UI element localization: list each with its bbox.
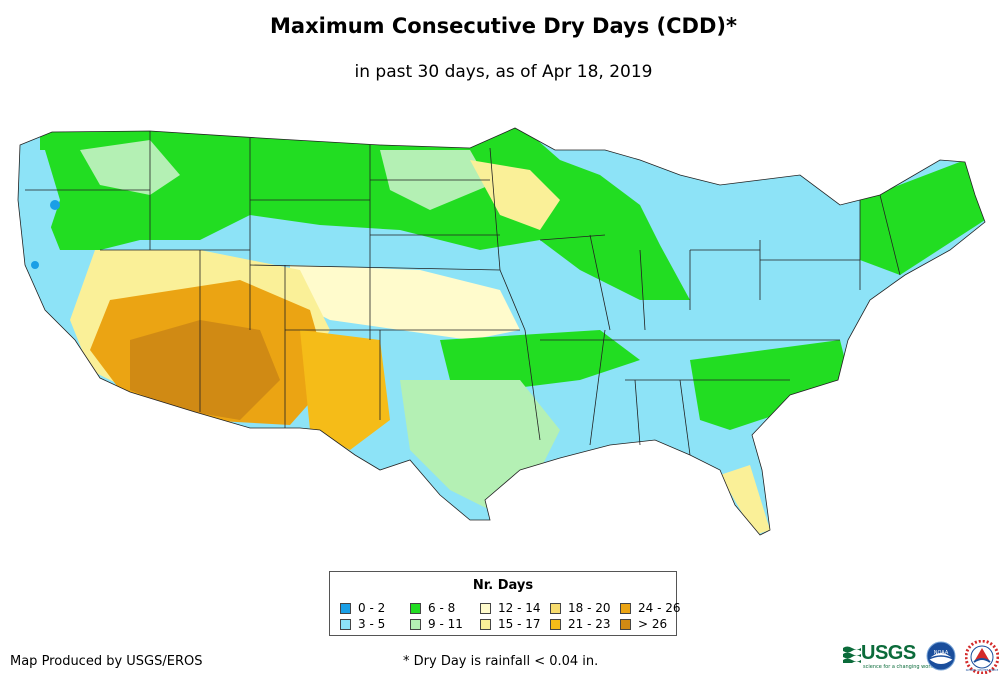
legend-swatch	[620, 602, 631, 614]
green-band-south-central	[440, 330, 640, 390]
green-band-southeast	[690, 340, 850, 430]
noaa-logo-text: NOAA	[934, 650, 949, 656]
legend-item: 12 - 14	[480, 601, 541, 615]
gold-new-mexico	[300, 330, 390, 450]
usgs-wordmark: USGS	[861, 642, 916, 664]
legend-item: 6 - 8	[410, 601, 455, 615]
legend-label: 15 - 17	[498, 617, 541, 631]
legend-item: 0 - 2	[340, 601, 385, 615]
blue-patch-northwest	[22, 150, 60, 260]
legend-label: > 26	[638, 617, 668, 631]
nws-logo-icon: NATIONAL WEATHER SERVICE	[965, 640, 999, 674]
legend: Nr. Days 0 - 2 3 - 5 6 - 8 9 - 11 12 - 14 15 …	[329, 571, 681, 636]
legend-swatch	[410, 618, 421, 630]
legend-label: 12 - 14	[498, 601, 541, 615]
legend-label: 21 - 23	[568, 617, 611, 631]
legend-swatch	[410, 602, 421, 614]
green-region-northeast	[860, 160, 985, 275]
legend-label: 0 - 2	[358, 601, 386, 615]
legend-swatch	[550, 618, 561, 630]
usgs-tagline: science for a changing world	[863, 664, 935, 670]
green-region-north	[40, 128, 690, 300]
legend-label: 6 - 8	[428, 601, 456, 615]
dark-blue-spot-2	[31, 261, 39, 269]
yellow-florida	[720, 465, 770, 535]
dark-blue-spot-1	[50, 200, 60, 210]
legend-label: 18 - 20	[568, 601, 611, 615]
yellow-plains-region	[290, 265, 520, 340]
map-title: Maximum Consecutive Dry Days (CDD)*	[270, 14, 737, 38]
legend-title: Nr. Days	[472, 578, 534, 593]
noaa-logo-icon: NOAA	[926, 641, 956, 671]
usgs-logo: USGS science for a changing world	[843, 642, 935, 674]
legend-swatch	[480, 602, 491, 614]
dry-day-note: * Dry Day is rainfall < 0.04 in.	[403, 654, 599, 669]
legend-item: 15 - 17	[480, 617, 541, 631]
legend-swatch	[340, 618, 351, 630]
legend-item: 9 - 11	[410, 617, 463, 631]
legend-item: 3 - 5	[340, 617, 385, 631]
map-subtitle: in past 30 days, as of Apr 18, 2019	[354, 62, 653, 82]
legend-label: 9 - 11	[428, 617, 463, 631]
legend-swatch	[480, 618, 491, 630]
usgs-wave-icon	[843, 646, 861, 663]
legend-item: 24 - 26	[620, 601, 681, 615]
cdd-map	[17, 127, 986, 536]
legend-item: 18 - 20	[550, 601, 611, 615]
legend-swatch	[550, 602, 561, 614]
nws-logo-text: NATIONAL WEATHER SERVICE	[966, 669, 999, 672]
legend-label: 3 - 5	[358, 617, 386, 631]
legend-swatch	[620, 618, 631, 630]
state-boundaries	[17, 127, 986, 536]
map-credit: Map Produced by USGS/EROS	[10, 654, 203, 669]
legend-label: 24 - 26	[638, 601, 681, 615]
legend-item: > 26	[620, 617, 667, 631]
dark-orange-arizona	[130, 320, 280, 420]
legend-swatch	[340, 602, 351, 614]
light-green-patch-1	[80, 140, 180, 195]
legend-item: 21 - 23	[550, 617, 611, 631]
